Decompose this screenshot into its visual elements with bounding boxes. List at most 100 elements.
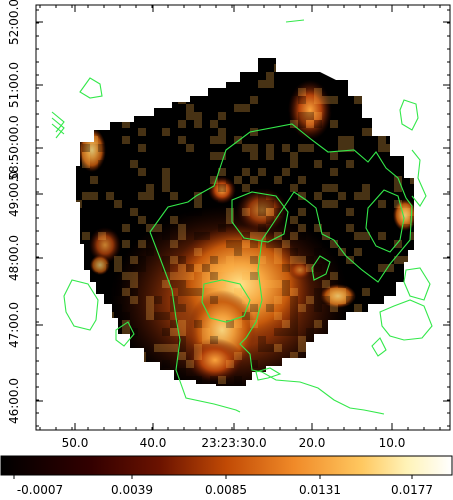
image-pixel <box>170 112 178 120</box>
image-pixel <box>290 352 298 360</box>
image-pixel <box>274 136 282 144</box>
colorbar-tick-label-2: 0.0085 <box>205 483 247 497</box>
image-pixel <box>162 360 170 368</box>
image-pixel <box>162 312 170 320</box>
image-pixel <box>250 128 258 136</box>
y-tick-label-4: 58:50:00.0 <box>7 115 21 180</box>
image-pixel <box>274 96 282 104</box>
x-tick-label-3: 20.0 <box>299 436 326 450</box>
contour-main <box>149 123 413 415</box>
image-pixel <box>282 232 290 240</box>
image-pixel <box>338 192 346 200</box>
image-pixel <box>250 320 258 328</box>
image-pixel <box>386 200 394 208</box>
image-pixel <box>314 184 322 192</box>
image-pixel <box>346 176 354 184</box>
image-pixel <box>266 240 274 248</box>
image-pixel <box>194 376 202 384</box>
image-pixel <box>378 224 386 232</box>
image-pixel <box>178 368 186 376</box>
contour-left-arc <box>149 231 241 413</box>
image-pixel <box>378 200 386 208</box>
image-pixel <box>298 256 306 264</box>
image-pixel <box>258 280 266 288</box>
image-pixel <box>330 240 338 248</box>
image-pixel <box>90 176 98 184</box>
image-pixel <box>338 80 346 88</box>
image-pixel <box>290 248 298 256</box>
image-pixel <box>290 232 298 240</box>
image-pixel <box>394 240 402 248</box>
image-pixel <box>122 192 130 200</box>
image-pixel <box>258 232 266 240</box>
image-pixel <box>226 264 234 272</box>
image-pixel <box>210 120 218 128</box>
image-pixel <box>298 88 306 96</box>
image-pixel <box>178 336 186 344</box>
image-pixel <box>170 344 178 352</box>
image-pixel <box>410 176 414 184</box>
image-pixel <box>242 312 250 320</box>
image-pixel <box>250 240 258 248</box>
image-pixel <box>178 232 186 240</box>
image-pixel <box>250 160 258 168</box>
image-pixel <box>210 336 218 344</box>
image-pixel <box>194 248 202 256</box>
image-pixel <box>218 264 226 272</box>
image-pixel <box>290 216 298 224</box>
image-pixel <box>226 152 234 160</box>
image-pixel <box>370 232 378 240</box>
image-pixel <box>314 264 322 272</box>
image-pixel <box>362 200 370 208</box>
image-pixel <box>362 256 370 264</box>
image-pixel <box>274 344 282 352</box>
image-pixel <box>370 160 378 168</box>
image-pixel <box>338 264 346 272</box>
image-pixel <box>306 72 314 80</box>
image-pixel <box>282 264 290 272</box>
image-pixel <box>346 136 354 144</box>
image-pixel <box>98 160 106 168</box>
image-pixel <box>338 232 346 240</box>
image-pixel <box>194 264 202 272</box>
image-pixel <box>234 288 242 296</box>
image-pixel <box>194 120 202 128</box>
image-pixel <box>178 304 186 312</box>
image-pixel <box>370 184 378 192</box>
image-pixel <box>226 320 234 328</box>
image-pixel <box>82 248 90 256</box>
image-pixel <box>322 184 330 192</box>
image-pixel <box>354 168 362 176</box>
image-pixel <box>194 344 202 352</box>
image-pixel <box>370 216 378 224</box>
image-pixel <box>274 240 282 248</box>
image-pixel <box>402 208 410 216</box>
image-pixel <box>146 304 154 312</box>
image-pixel <box>130 296 138 304</box>
image-pixel <box>82 176 90 184</box>
image-pixel <box>226 360 234 368</box>
image-pixel <box>178 256 186 264</box>
image-pixel <box>170 200 178 208</box>
image-pixel <box>122 216 130 224</box>
image-pixel <box>314 160 322 168</box>
image-pixel <box>274 256 282 264</box>
image-pixel <box>170 216 178 224</box>
image-pixel <box>298 72 306 80</box>
image-pixel <box>122 224 130 232</box>
image-pixel <box>242 152 250 160</box>
x-tick-label-1: 40.0 <box>140 436 167 450</box>
image-pixel <box>258 128 266 136</box>
image-pixel <box>226 168 234 176</box>
image-pixel <box>122 288 130 296</box>
image-pixel <box>202 232 210 240</box>
image-pixel <box>346 248 354 256</box>
image-pixel <box>146 224 154 232</box>
image-pixel <box>98 232 106 240</box>
image-pixel <box>346 296 354 304</box>
image-pixel <box>234 320 242 328</box>
image-pixel <box>386 144 394 152</box>
image-pixel <box>394 200 402 208</box>
image-pixel <box>178 264 186 272</box>
image-pixel <box>242 240 250 248</box>
